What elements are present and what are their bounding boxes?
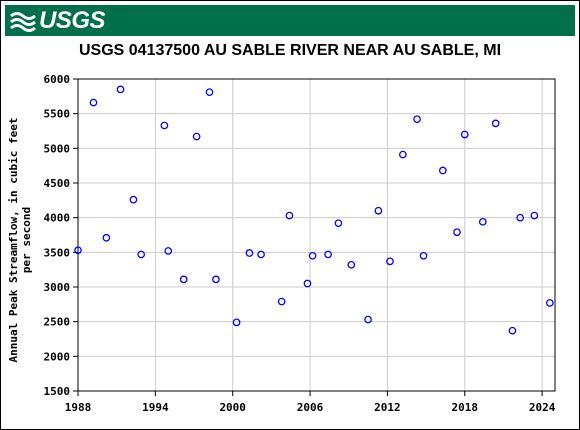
data-point: [89, 98, 98, 107]
y-tick-label: 2500: [44, 316, 71, 329]
data-point: [160, 121, 169, 130]
data-point: [460, 130, 469, 139]
y-axis-label-line-2: per second: [20, 207, 33, 273]
x-axis-ticks: 1988 1994 2000 2006 2012 2018 2024: [65, 391, 556, 414]
data-point: [545, 299, 554, 307]
y-tick-label: 4500: [44, 177, 71, 190]
grid-layer: [77, 78, 555, 392]
data-point: [399, 150, 407, 159]
data-point: [478, 217, 487, 226]
x-tick-label: 2006: [297, 401, 324, 414]
data-point: [347, 260, 356, 269]
y-tick-label: 1500: [44, 385, 71, 398]
data-point: [419, 251, 428, 260]
y-tick-label: 4000: [44, 212, 71, 225]
data-point: [232, 318, 241, 327]
y-tick-label: 6000: [44, 73, 71, 86]
x-tick-label: 2024: [529, 401, 556, 414]
data-point: [386, 257, 394, 266]
data-point: [257, 250, 265, 259]
y-axis-ticks: 1500 2000 2500 3000 3500 4000 4500 5000 5500 6000: [44, 73, 78, 398]
data-point: [374, 206, 383, 215]
usgs-logo-text: USGS: [39, 6, 106, 34]
usgs-logo: USGS: [10, 6, 106, 34]
y-tick-label: 3500: [44, 246, 71, 259]
x-tick-label: 1988: [65, 401, 92, 414]
data-point: [245, 249, 254, 257]
x-tick-label: 2018: [452, 401, 479, 414]
data-points: [74, 85, 554, 335]
data-point: [453, 228, 461, 237]
data-point: [164, 247, 173, 255]
data-point: [438, 166, 447, 175]
data-point: [516, 213, 525, 222]
data-point: [308, 251, 317, 260]
data-point: [179, 275, 188, 284]
x-tick-label: 2000: [219, 401, 246, 414]
data-point: [334, 219, 343, 228]
data-point: [102, 233, 111, 242]
data-point: [508, 326, 517, 335]
chart-title: USGS 04137500 AU SABLE RIVER NEAR AU SAB…: [78, 42, 502, 59]
data-point: [303, 279, 312, 288]
data-point: [74, 246, 82, 255]
data-point: [491, 119, 500, 128]
data-point: [192, 132, 201, 141]
data-point: [212, 275, 220, 284]
y-tick-label: 5000: [44, 142, 71, 155]
data-point: [137, 250, 146, 259]
usgs-banner: USGS: [5, 5, 575, 36]
data-point: [364, 315, 372, 324]
plot-area-border: [77, 78, 556, 392]
usgs-wave-icon: [10, 11, 36, 32]
x-tick-label: 1994: [142, 401, 169, 414]
y-tick-label: 2000: [44, 350, 71, 363]
y-tick-label: 3000: [44, 281, 71, 294]
data-point: [129, 195, 138, 204]
data-point: [285, 211, 294, 220]
data-point: [277, 297, 286, 306]
x-tick-label: 2012: [374, 401, 401, 414]
y-axis-label-line-1: Annual Peak Streamflow, in cubic feet: [7, 117, 20, 362]
data-point: [413, 115, 421, 124]
data-point: [116, 85, 125, 94]
data-point: [530, 211, 539, 220]
y-tick-label: 5500: [44, 108, 71, 121]
data-point: [205, 88, 214, 97]
data-point: [324, 250, 332, 259]
